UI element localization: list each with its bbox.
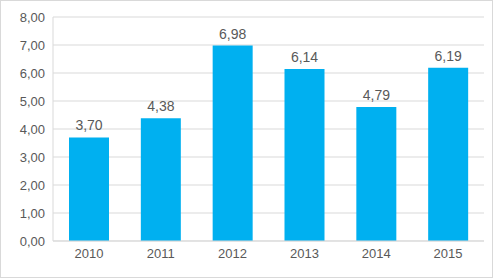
svg-text:5,00: 5,00: [20, 94, 45, 109]
svg-text:2012: 2012: [218, 246, 247, 261]
svg-text:8,00: 8,00: [20, 10, 45, 25]
svg-text:1,00: 1,00: [20, 206, 45, 221]
svg-text:2013: 2013: [290, 246, 319, 261]
svg-text:3,00: 3,00: [20, 150, 45, 165]
svg-text:2015: 2015: [434, 246, 463, 261]
svg-text:7,00: 7,00: [20, 38, 45, 53]
svg-text:6,00: 6,00: [20, 66, 45, 81]
svg-text:2,00: 2,00: [20, 178, 45, 193]
svg-text:4,38: 4,38: [147, 98, 174, 114]
svg-text:6,14: 6,14: [291, 49, 318, 65]
svg-text:4,00: 4,00: [20, 122, 45, 137]
svg-text:4,79: 4,79: [363, 87, 390, 103]
svg-text:2011: 2011: [147, 246, 175, 261]
svg-text:0,00: 0,00: [20, 234, 45, 249]
svg-text:3,70: 3,70: [75, 117, 102, 133]
svg-text:6,98: 6,98: [219, 26, 246, 42]
svg-text:6,19: 6,19: [435, 48, 462, 64]
svg-text:2010: 2010: [74, 246, 103, 261]
svg-text:2014: 2014: [362, 246, 391, 261]
